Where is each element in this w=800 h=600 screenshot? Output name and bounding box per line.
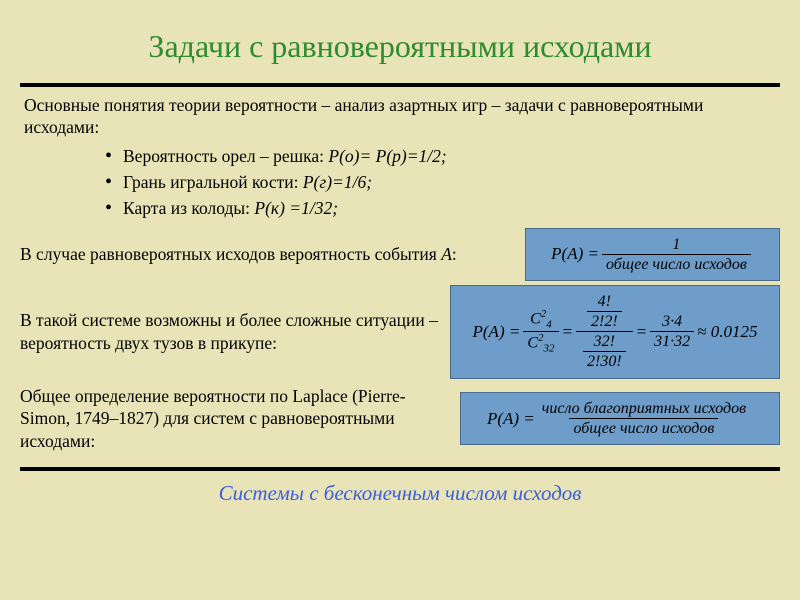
bullet-1-formula: P(о)= P(р)=1/2; xyxy=(328,146,446,166)
divider-top xyxy=(20,83,780,87)
f2-fact-frac: 4!2!2! 32!2!30! xyxy=(576,292,633,372)
f3-frac: число благоприятных исходов общее число … xyxy=(538,399,750,438)
f2-num-frac: 3·4 31·32 xyxy=(650,312,694,351)
f2-c-top: C24 xyxy=(526,308,556,332)
bullet-2-formula: P(г)=1/6; xyxy=(303,172,372,192)
f2-approx: ≈ 0.0125 xyxy=(697,322,757,342)
f1-lhs: P(A) = xyxy=(551,244,599,264)
para-2: В такой системе возможны и более сложные… xyxy=(20,309,450,355)
f1-frac: 1 общее число исходов xyxy=(602,235,751,274)
f3-num: число благоприятных исходов xyxy=(538,399,750,418)
intro-text: Основные понятия теории вероятности – ан… xyxy=(24,95,776,139)
bullet-3-text: Карта из колоды: xyxy=(123,198,254,218)
formula-3: P(A) = число благоприятных исходов общее… xyxy=(460,392,780,445)
bullet-3-formula: P(к) =1/32; xyxy=(254,198,338,218)
bullet-2: Грань игральной кости: P(г)=1/6; xyxy=(105,169,780,195)
formula-1: P(A) = 1 общее число исходов xyxy=(525,228,780,281)
bullet-list: Вероятность орел – решка: P(о)= P(р)=1/2… xyxy=(105,143,780,222)
f2-c-bot: C232 xyxy=(523,331,558,356)
divider-bottom xyxy=(20,467,780,471)
f3-lhs: P(A) = xyxy=(487,409,535,429)
f1-den: общее число исходов xyxy=(602,254,751,274)
row-3: Общее определение вероятности по Laplace… xyxy=(20,385,780,453)
bullet-3: Карта из колоды: P(к) =1/32; xyxy=(105,195,780,221)
f3-den: общее число исходов xyxy=(569,418,718,438)
slide-title: Задачи с равновероятными исходами xyxy=(20,28,780,65)
f1-num: 1 xyxy=(668,235,684,254)
para-3: Общее определение вероятности по Laplace… xyxy=(20,385,460,453)
slide: Задачи с равновероятными исходами Основн… xyxy=(0,0,800,600)
f2-c-frac: C24 C232 xyxy=(523,308,558,356)
bullet-1-text: Вероятность орел – решка: xyxy=(123,146,328,166)
footer-text: Системы с бесконечным числом исходов xyxy=(20,481,780,506)
f2-lhs: P(A) = xyxy=(473,322,521,342)
bullet-1: Вероятность орел – решка: P(о)= P(р)=1/2… xyxy=(105,143,780,169)
f2-fact-bot: 32!2!30! xyxy=(576,331,633,371)
formula-col: P(A) = 1 общее число исходов xyxy=(525,228,780,281)
f2-fact-top: 4!2!2! xyxy=(580,292,629,331)
row-2: В такой системе возможны и более сложные… xyxy=(20,285,780,379)
para-1: В случае равновероятных исходов вероятно… xyxy=(20,243,525,266)
bullet-2-text: Грань игральной кости: xyxy=(123,172,303,192)
formula-2: P(A) = C24 C232 = 4!2!2! 32!2!30! = 3·4 … xyxy=(450,285,780,379)
row-1: В случае равновероятных исходов вероятно… xyxy=(20,228,780,281)
